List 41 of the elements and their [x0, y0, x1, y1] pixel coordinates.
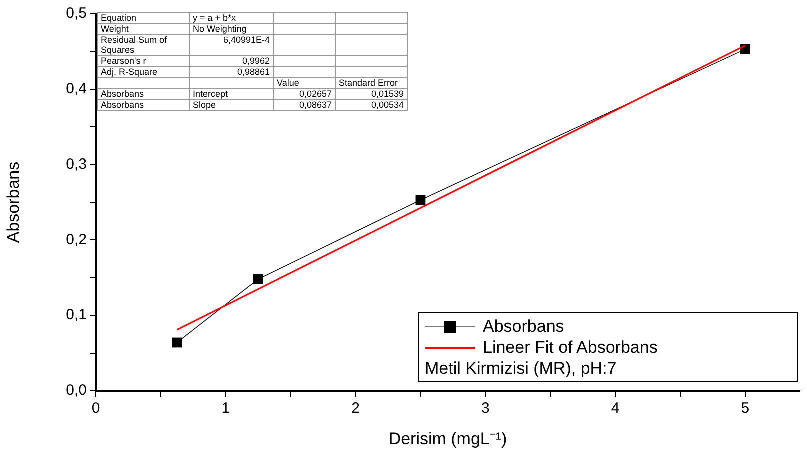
annotation: 6,40991E-4	[190, 34, 274, 56]
annotation: Value	[274, 78, 336, 88]
y-axis-title: Absorbans	[4, 162, 23, 244]
annotation: Equation	[98, 12, 190, 24]
annotation: Standard Error	[336, 78, 408, 88]
x-tick-label: 4	[611, 400, 620, 418]
annotation: 0,08637	[274, 100, 336, 110]
annotation: y = a + b*x	[190, 12, 274, 24]
annotation: 0,01539	[336, 88, 408, 100]
y-tick-label: 0,1	[66, 306, 87, 324]
annotation: Residual Sum of Squares	[98, 34, 190, 56]
point	[172, 338, 182, 348]
y-tick-label: 0,2	[66, 231, 87, 248]
x-tick-label: 0	[92, 400, 100, 418]
annotation: 0,02657	[274, 88, 336, 100]
annotation: Absorbans	[98, 100, 190, 110]
annotation: 0,00534	[336, 100, 408, 110]
y-tick-label: 0,4	[66, 80, 87, 98]
annotation: 0,98861	[190, 66, 274, 78]
annotation: Weight	[98, 24, 190, 34]
x-tick-label: 2	[352, 400, 360, 418]
annotation: No Weighting	[190, 24, 274, 34]
legend-label: Absorbans	[483, 316, 564, 337]
point	[416, 195, 426, 206]
annotation: 0,9962	[190, 56, 274, 66]
annotation: Absorbans	[98, 88, 190, 100]
legend-label: Lineer Fit of Absorbans	[483, 337, 658, 358]
x-tick-label: 1	[222, 400, 230, 418]
x-tick-label: 5	[741, 400, 750, 418]
point	[253, 274, 264, 284]
annotation: Metil Kirmizisi (MR), pH:7	[425, 358, 618, 379]
annotation: Slope	[190, 100, 274, 110]
y-tick-label: 0,3	[66, 156, 87, 173]
y-tick-label: 0,0	[66, 382, 87, 400]
annotation: Pearson's r	[98, 56, 190, 66]
annotation: Adj. R-Square	[98, 66, 190, 78]
y-tick-label: 0,5	[66, 5, 87, 22]
point	[740, 44, 750, 54]
x-tick-label: 3	[481, 400, 490, 418]
annotation: Intercept	[190, 88, 274, 100]
x-axis-title: Derisim (mgL⁻¹)	[388, 429, 508, 448]
